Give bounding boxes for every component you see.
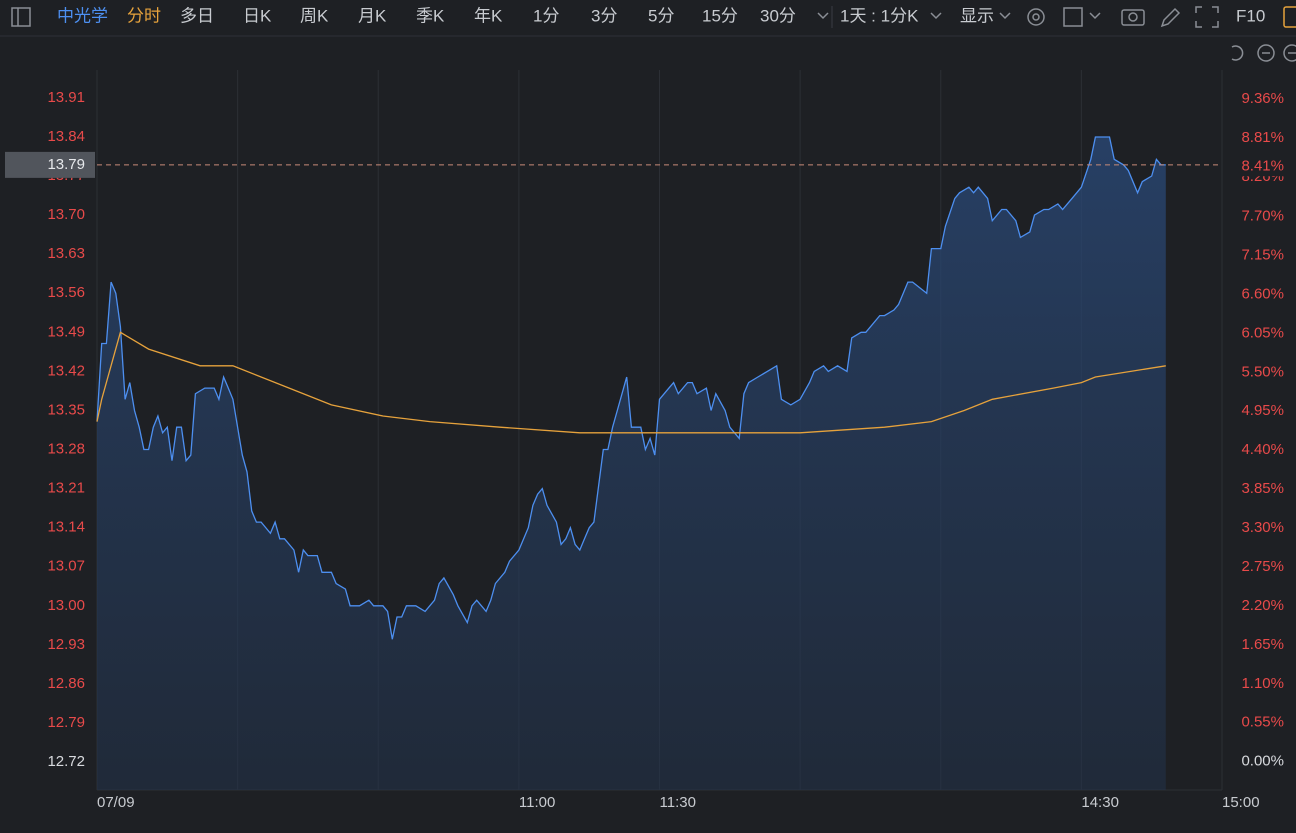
y2-tick-label: 2.75% [1241,558,1284,575]
sidebar-toggle[interactable] [11,7,31,27]
interval-select[interactable]: 1天 : 1分K [840,6,919,25]
camera-lens [1128,12,1138,22]
y2-tick-label: 9.36% [1241,90,1284,107]
y-tick-label: 12.86 [47,675,85,692]
average-line [96,331,1166,434]
y2-tick-label: 3.30% [1241,519,1284,536]
settings-icon[interactable] [1027,8,1045,26]
y-tick-label: 13.56 [47,284,85,301]
price-area [97,137,1166,790]
period-tab[interactable]: 1分 [533,6,559,25]
price-line [96,136,1166,640]
frame-chevron[interactable] [1089,12,1101,20]
y-tick-label: 12.93 [47,636,85,653]
x-tick-label: 15:00 [1222,794,1260,811]
period-tab[interactable]: 15分 [702,6,738,25]
y-tick-label: 13.91 [47,89,85,106]
last-price-label: 13.79 [47,156,85,173]
zoom-out-icon[interactable] [1257,44,1275,62]
period-tab[interactable]: 多日 [180,6,214,25]
camera-icon[interactable] [1121,9,1145,26]
orange-button[interactable] [1283,6,1296,28]
y-tick-label: 13.84 [47,128,85,145]
y-tick-label: 12.72 [47,753,85,770]
period-tab[interactable]: 5分 [648,6,674,25]
frame-icon[interactable] [1063,7,1083,27]
display-chevron[interactable] [999,12,1011,20]
y2-tick-label: 6.05% [1241,324,1284,341]
y-tick-label: 13.49 [47,323,85,340]
y-tick-label: 13.28 [47,441,85,458]
x-tick-label: 14:30 [1081,794,1119,811]
last-price-box [5,151,95,178]
y-tick-label: 13.35 [47,401,85,418]
y-tick-label: 13.63 [47,245,85,262]
last-change-label: 8.41% [1241,157,1284,174]
period-tab[interactable]: 周K [300,6,329,25]
y2-tick-label: 0.00% [1241,753,1284,770]
y-tick-label: 13.21 [47,480,85,497]
reset-icon[interactable] [1231,45,1244,61]
period-tab[interactable]: 分时 [127,6,161,25]
interval-chevron[interactable] [930,12,942,20]
y2-tick-label: 0.55% [1241,714,1284,731]
y2-tick-label: 2.20% [1241,597,1284,614]
display-menu[interactable]: 显示 [960,6,994,25]
period-tab[interactable]: 年K [474,6,503,25]
last-change-box [1226,156,1292,177]
y2-tick-label: 5.50% [1241,363,1284,380]
y2-tick-label: 6.60% [1241,285,1284,302]
period-tab[interactable]: 季K [416,6,445,25]
period-tab[interactable]: 月K [358,6,387,25]
zoom-controls [1231,44,1296,62]
stock-name[interactable]: 中光学 [57,6,108,25]
y2-tick-label: 3.85% [1241,480,1284,497]
y-tick-label: 12.79 [47,714,85,731]
more-chevron[interactable] [817,12,829,20]
y-tick-label: 13.07 [47,558,85,575]
y2-tick-label: 1.10% [1241,675,1284,692]
y2-tick-label: 1.65% [1241,636,1284,653]
x-tick-label: 11:30 [660,794,696,811]
period-tab[interactable]: 30分 [760,6,796,25]
x-tick-label: 07/09 [97,794,135,811]
y2-tick-label: 7.15% [1241,246,1284,263]
y-tick-label: 13.14 [47,519,85,536]
y-tick-label: 13.42 [47,362,85,379]
y2-tick-label: 4.40% [1241,441,1284,458]
toolbar: 中光学 分时 多日 日K 周K 月K 季K 年K 1分 3分 5分 15分 30分 1天 : 1分K … [0,6,1296,37]
period-tab[interactable]: 日K [243,6,272,25]
period-tab[interactable]: 3分 [591,6,617,25]
draw-icon[interactable] [1160,7,1181,28]
y2-tick-label: 4.95% [1241,402,1284,419]
fullscreen-icon[interactable] [1195,6,1219,28]
x-tick-label: 11:00 [519,794,555,811]
f10-button[interactable]: F10 [1236,6,1265,25]
settings-icon-core [1032,13,1040,21]
y-tick-label: 13.70 [47,206,85,223]
plot: 12.72 12.79 12.86 12.93 13.00 13.07 13.14 13.21… [5,70,1292,811]
y-tick-label: 13.00 [47,597,85,614]
zoom-in-icon[interactable] [1283,44,1296,62]
y2-tick-label: 8.81% [1241,129,1284,146]
y2-tick-label: 7.70% [1241,208,1284,225]
